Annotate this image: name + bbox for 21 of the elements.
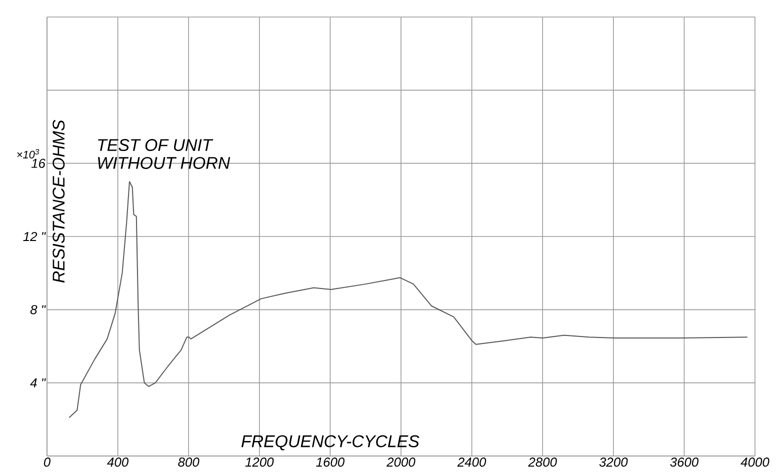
- x-tick-label: 0: [44, 458, 50, 467]
- y-axis-title: RESISTANCE-OHMS: [52, 120, 65, 283]
- y-tick-label: 4 ": [30, 378, 46, 388]
- x-tick-label: 1200: [245, 458, 274, 467]
- x-tick-label: 800: [178, 458, 200, 467]
- x-tick-label: 3200: [599, 458, 628, 467]
- x-tick-label: 2000: [386, 458, 416, 467]
- x-tick-label: 4000: [740, 458, 770, 467]
- x-tick-label: 2400: [457, 458, 486, 467]
- x-tick-label: 2800: [528, 458, 557, 467]
- y-tick-label: 12 ": [23, 232, 46, 242]
- x-tick-label: 3600: [670, 458, 698, 467]
- annotation: TEST OF UNIT: [98, 139, 214, 152]
- x-tick-label: 1600: [316, 458, 344, 467]
- x-tick-label: 400: [107, 458, 128, 467]
- line-series: [68, 181, 748, 418]
- annotation: WITHOUT HORN: [98, 156, 230, 169]
- x-axis-title: FREQUENCY-CYCLES: [241, 435, 420, 450]
- y-tick-label: 8 ": [30, 305, 46, 314]
- y-tick-label: 16: [31, 158, 46, 168]
- text: ×10$^{3}$: [17, 149, 40, 158]
